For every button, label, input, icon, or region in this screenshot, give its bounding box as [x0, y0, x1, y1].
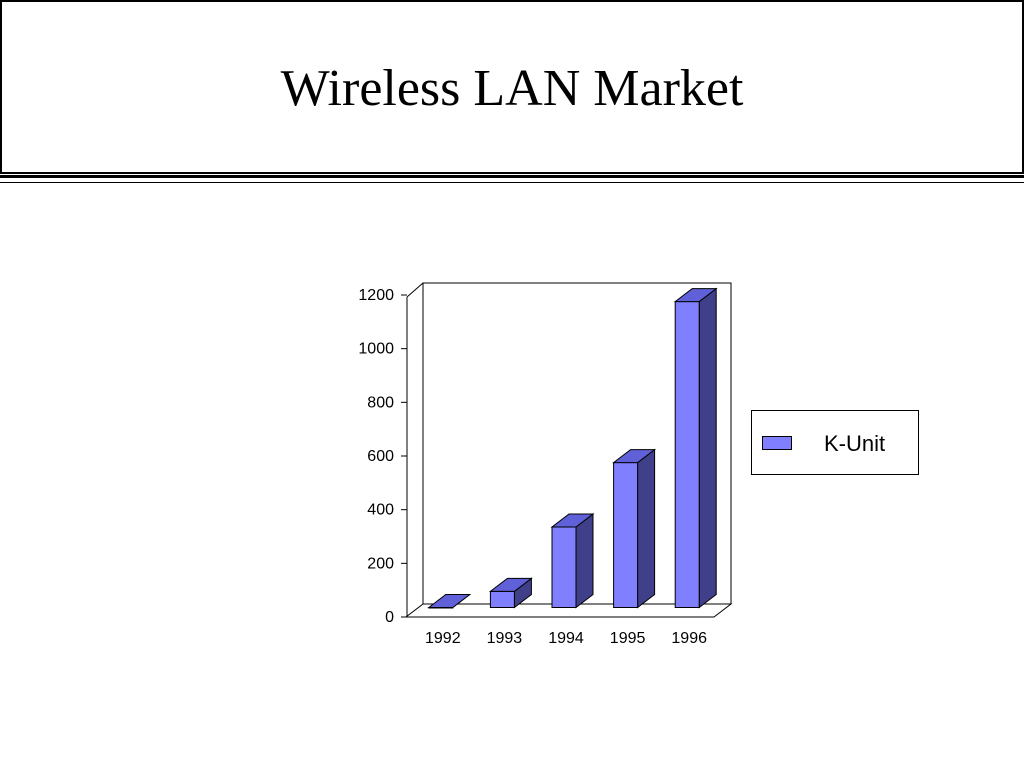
chart-labels: 0 200 400 600 800 1000 1200 1992 1993 1994 1995 199… — [358, 287, 707, 647]
legend-label: K-Unit — [824, 431, 886, 456]
bar-top — [612, 449, 657, 464]
bar-1996 — [673, 287, 718, 609]
bar-1994 — [550, 512, 595, 609]
bar-top — [427, 594, 472, 608]
title-rule-thin — [0, 182, 1024, 183]
title-box: Wireless LAN Market — [0, 0, 1024, 174]
title-rule-thick — [0, 175, 1024, 178]
x-tick-label: 1993 — [487, 630, 523, 647]
bar-front — [674, 301, 700, 608]
legend-swatch — [762, 436, 792, 450]
x-tick-label: 1996 — [671, 630, 707, 647]
bar-1993 — [488, 577, 533, 609]
x-tick-label: 1995 — [610, 630, 646, 647]
y-tick-label: 200 — [367, 555, 394, 572]
bar-1995 — [612, 448, 657, 609]
bar-1992 — [427, 594, 472, 609]
x-tick-label: 1994 — [548, 630, 584, 647]
chart-walls — [404, 282, 733, 618]
bar-top — [673, 288, 718, 303]
bar-side — [575, 512, 594, 609]
chart-bars — [427, 287, 718, 609]
y-tick-label: 600 — [367, 448, 394, 465]
bar-side — [698, 287, 717, 609]
chart-legend: K-Unit — [751, 410, 919, 475]
bar-side — [637, 448, 656, 609]
bar-front — [551, 526, 577, 608]
back-wall — [422, 282, 732, 604]
y-tick-label: 400 — [367, 502, 394, 519]
bar-front — [489, 590, 515, 609]
y-tick-label: 1200 — [358, 287, 394, 304]
y-tick-label: 1000 — [358, 341, 394, 358]
slide-title: Wireless LAN Market — [280, 59, 744, 117]
chart-floor — [404, 603, 733, 618]
y-tick-label: 800 — [367, 394, 394, 411]
x-tick-label: 1992 — [425, 630, 461, 647]
bar-top — [488, 577, 533, 592]
y-axis-top-edge — [406, 282, 424, 298]
bar-top — [550, 513, 595, 528]
y-tick-label: 0 — [385, 609, 394, 626]
chart-axes — [401, 282, 424, 618]
bar-front — [613, 462, 639, 608]
